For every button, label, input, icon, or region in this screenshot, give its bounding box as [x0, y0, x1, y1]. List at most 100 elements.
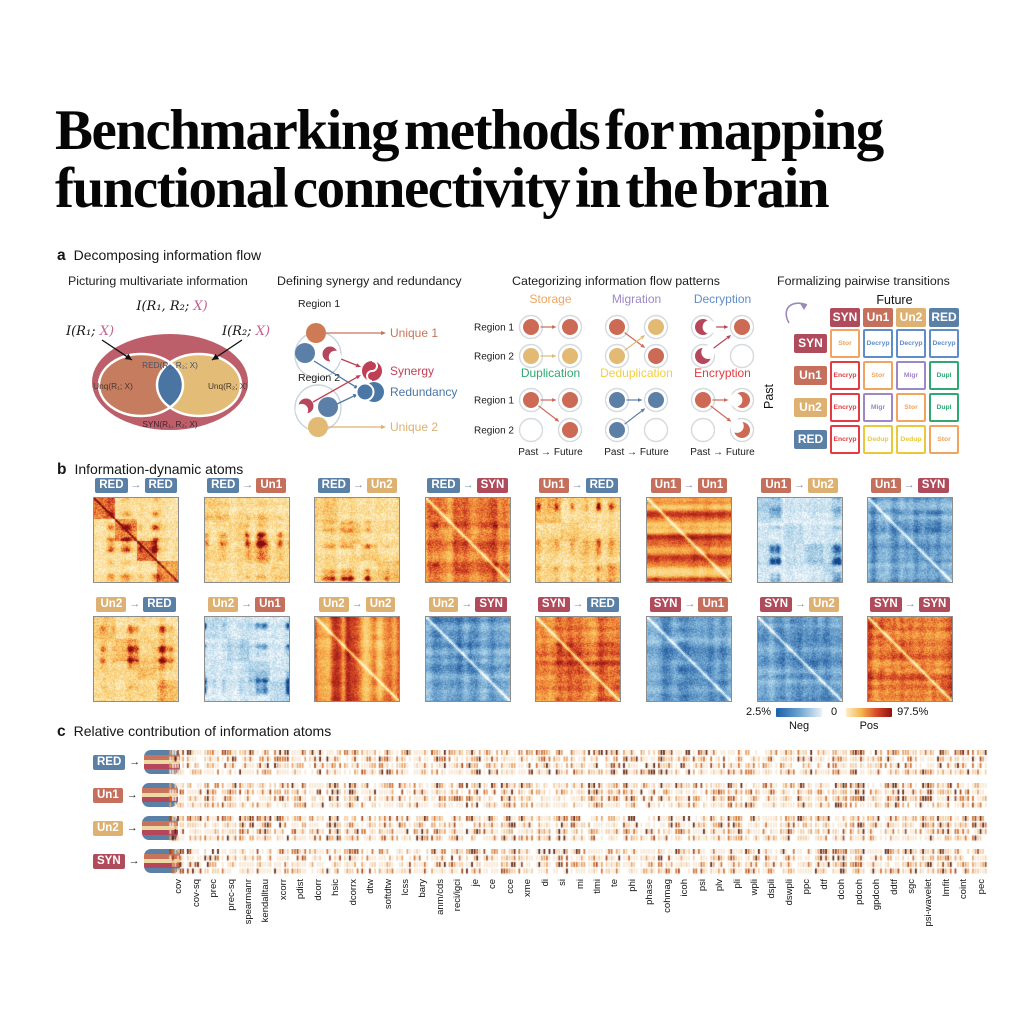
- colorbar-pos-label: Pos: [859, 720, 879, 732]
- atom-chip-syn: SYN: [476, 477, 509, 493]
- atom-chip-un2: Un2: [93, 820, 123, 836]
- arrow: [336, 395, 354, 405]
- venn-syn-label: SYN(R₁, R₂; X): [142, 419, 198, 429]
- method-label-di: di: [539, 879, 551, 887]
- atom-map-label: Un2 → SYN: [425, 596, 511, 612]
- transition-arrow-icon: →: [571, 479, 583, 491]
- arrow-head: [552, 398, 557, 402]
- pattern-decryption: Decryption: [690, 292, 755, 369]
- venn-left-label: I(R₁; X): [65, 324, 114, 339]
- node-ring: [729, 343, 755, 369]
- page-title: Benchmarking methods for mapping functio…: [55, 102, 884, 220]
- future-header-un1: Un1: [863, 308, 893, 327]
- method-label-prec-sq: prec-sq: [225, 879, 237, 911]
- pattern-title-decryption: Decryption: [694, 292, 751, 306]
- venn-red-label: RED(R₁, R₂; X): [142, 360, 198, 370]
- atom-chip-syn: SYN: [649, 596, 682, 612]
- atom-map-un2-to-un2: Un2 → Un2: [314, 596, 401, 702]
- heatmap-canvas: [314, 616, 401, 702]
- transition-arrow-icon: →: [903, 479, 915, 491]
- method-label-plv: plv: [714, 879, 726, 892]
- past-future-axis: Past → Future: [518, 447, 583, 458]
- pattern-title-encryption: Encryption: [694, 366, 751, 380]
- atom-map-label: RED → SYN: [425, 477, 511, 493]
- arrow-head: [638, 398, 643, 402]
- arrow-icon: →: [128, 855, 140, 867]
- node-dot: [562, 348, 578, 364]
- transition-arrow-icon: →: [683, 479, 695, 491]
- past-header-un1: Un1: [794, 366, 827, 385]
- pattern-title-duplication: Duplication: [521, 366, 580, 380]
- arrow-head: [355, 375, 361, 380]
- atom-chip-red: RED: [95, 477, 128, 493]
- unique1-label: Unique 1: [390, 326, 438, 340]
- arrow: [624, 337, 642, 351]
- colorbar-positive-gradient: [846, 707, 893, 717]
- arrow-head: [381, 424, 386, 430]
- patterns-region2-label: Region 2: [474, 426, 514, 437]
- transition-arrow-icon: →: [351, 598, 363, 610]
- arrow: [624, 410, 643, 425]
- atom-map-red-to-un1: RED → Un1: [203, 477, 290, 583]
- method-label-bary: bary: [417, 879, 429, 898]
- future-header-red: RED: [929, 308, 959, 327]
- colorbar-min-label: 2.5%: [746, 706, 772, 718]
- atom-chip-syn: SYN: [475, 596, 507, 612]
- arrow-head: [724, 398, 729, 402]
- atom-chip-un1: Un1: [255, 596, 285, 612]
- method-label-tlmi: tlmi: [591, 879, 603, 894]
- heatmap-canvas: [203, 616, 290, 702]
- atom-map-syn-to-red: SYN → RED: [535, 596, 622, 702]
- method-label-wpli: wpli: [748, 879, 760, 896]
- title-line2: functional connectivity in the brain: [55, 157, 830, 220]
- atom-map-un1-to-red: Un1 → RED: [535, 477, 622, 583]
- transition-arrow-icon: →: [904, 598, 916, 610]
- method-label-spearmanr: spearmanr: [243, 879, 254, 925]
- node-dot: [609, 348, 625, 364]
- method-label-xme: xme: [522, 879, 534, 897]
- atom-chip-red: RED: [144, 477, 177, 493]
- venn-left-outline: [97, 352, 185, 418]
- panel-b-header: b Information-dynamic atoms: [57, 461, 243, 479]
- method-label-sgc: sgc: [905, 879, 917, 894]
- arrow: [312, 376, 357, 403]
- heatmap-canvas: [646, 497, 732, 583]
- method-label-dcorr: dcorr: [312, 879, 324, 901]
- transition-cell-decryp: Decryp: [929, 329, 959, 358]
- method-label-icoh: icoh: [679, 879, 691, 897]
- pattern-title-migration: Migration: [612, 292, 661, 306]
- arrow: [538, 405, 557, 420]
- method-label-prec: prec: [208, 879, 220, 898]
- atom-stack-icon: [144, 750, 181, 774]
- colorbar-max-label: 97.5%: [897, 706, 929, 718]
- pattern-storage: Storage: [518, 292, 583, 369]
- synergy-redundancy-diagram: Region 1 Region 2 Unique 1 Synergy Redundanc…: [294, 298, 457, 437]
- atom-map-label: SYN → RED: [535, 596, 621, 612]
- arrow-head: [726, 335, 732, 340]
- atom-chip-un2: Un2: [318, 596, 349, 612]
- method-label-phi: phi: [626, 879, 638, 892]
- method-label-si: si: [557, 879, 569, 886]
- atom-chip-syn: SYN: [918, 596, 951, 612]
- method-label-xcorr: xcorr: [277, 879, 289, 901]
- heatmap-canvas: [756, 616, 843, 702]
- arrow: [624, 332, 642, 346]
- atom-chip-un2: Un2: [96, 596, 127, 612]
- method-label-coint: coint: [958, 879, 970, 900]
- method-label-pdcoh: pdcoh: [853, 879, 865, 905]
- atom-map-syn-to-un2: SYN → Un2: [756, 596, 843, 702]
- atom-map-un2-to-red: Un2 → RED: [93, 596, 179, 702]
- atom-chip-un1: Un1: [761, 477, 792, 493]
- atom-stack-icon: [141, 783, 178, 807]
- arrow-head: [554, 417, 560, 422]
- atom-map-red-to-syn: RED → SYN: [424, 477, 511, 583]
- atom-row-un1: Un1 →: [93, 783, 178, 807]
- transition-cell-encryp: Encryp: [830, 425, 860, 454]
- transition-cell-stor: Stor: [830, 329, 860, 358]
- pattern-title-deduplication: Deduplication: [600, 366, 673, 380]
- node-dot: [609, 392, 625, 408]
- panel-b-letter: b: [57, 461, 67, 478]
- arrow-head: [355, 363, 361, 368]
- transition-arrow-icon: →: [130, 479, 142, 491]
